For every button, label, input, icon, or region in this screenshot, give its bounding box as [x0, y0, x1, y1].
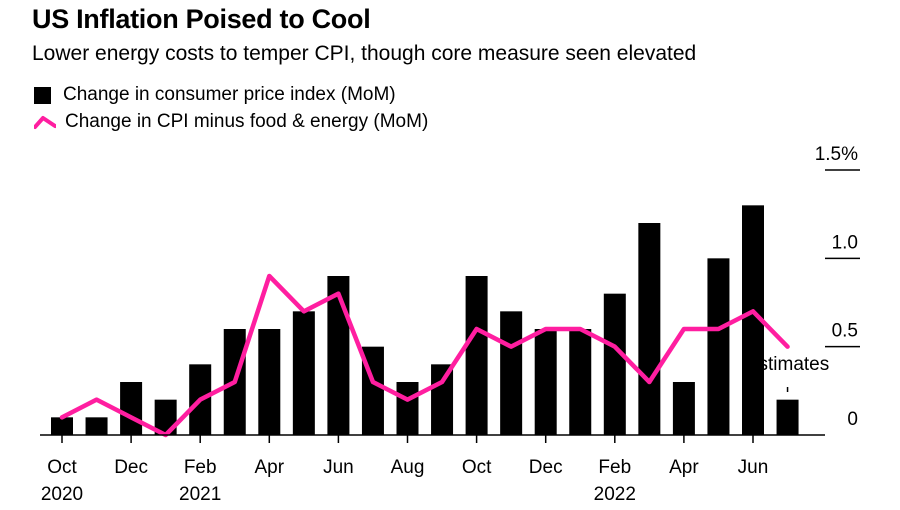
legend-label-core-cpi: Change in CPI minus food & energy (MoM) — [65, 111, 429, 132]
y-tick-label: 0 — [847, 409, 858, 430]
legend-label-cpi: Change in consumer price index (MoM) — [63, 84, 396, 105]
y-axis: 0 0.5 1.0 1.5% — [815, 144, 860, 430]
bar-series — [51, 205, 799, 435]
x-tick-year: 2022 — [594, 484, 636, 505]
chart-subtitle: Lower energy costs to temper CPI, though… — [32, 42, 697, 65]
cpi-bar — [707, 258, 730, 435]
x-tick-month: Apr — [255, 457, 285, 478]
cpi-bar — [51, 417, 73, 435]
legend-item-cpi: Change in consumer price index (MoM) — [34, 84, 396, 106]
core-cpi-line — [59, 273, 790, 438]
cpi-bar — [603, 293, 626, 435]
line-series — [59, 273, 790, 438]
cpi-bar — [742, 205, 764, 435]
x-tick-year: 2021 — [179, 484, 221, 505]
x-tick-month: Oct — [462, 457, 492, 478]
cpi-bar — [776, 399, 799, 435]
cpi-bar — [465, 276, 488, 435]
x-axis: Oct 2020 Dec Feb 2021 Apr Jun Aug Oct Dec Feb 2022 A… — [41, 435, 768, 505]
cpi-bar — [258, 329, 281, 435]
legend-bar-swatch — [34, 86, 51, 104]
cpi-bar — [292, 311, 315, 435]
cpi-bar — [638, 223, 661, 435]
x-tick-month: Jun — [738, 457, 769, 478]
x-tick-month: Apr — [669, 457, 699, 478]
y-tick-label: 1.0 — [832, 232, 858, 253]
x-tick-month: Aug — [391, 457, 425, 478]
y-tick-label: 0.5 — [832, 321, 858, 342]
x-tick-month: Dec — [114, 457, 148, 478]
cpi-bar — [396, 382, 419, 435]
cpi-bar — [327, 276, 350, 435]
x-tick-month: Feb — [598, 457, 631, 478]
cpi-bar — [120, 382, 143, 435]
cpi-bar — [85, 417, 108, 435]
cpi-bar — [672, 382, 695, 435]
x-tick-month: Oct — [47, 457, 77, 478]
estimates-annotation: Estimates — [746, 354, 829, 375]
x-tick-month: Feb — [184, 457, 217, 478]
cpi-bar — [500, 311, 523, 435]
chart-title: US Inflation Poised to Cool — [32, 4, 371, 34]
cpi-bar — [569, 329, 592, 435]
x-tick-month: Dec — [529, 457, 563, 478]
legend-item-core-cpi: Change in CPI minus food & energy (MoM) — [34, 111, 428, 133]
cpi-bar — [431, 364, 454, 435]
x-tick-month: Jun — [323, 457, 354, 478]
legend-line-swatch — [34, 116, 56, 129]
x-tick-year: 2020 — [41, 484, 83, 505]
cpi-bar — [534, 329, 557, 435]
y-tick-label: 1.5% — [815, 144, 858, 165]
